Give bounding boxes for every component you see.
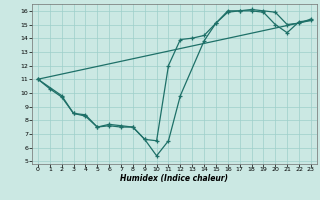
X-axis label: Humidex (Indice chaleur): Humidex (Indice chaleur): [120, 174, 228, 183]
